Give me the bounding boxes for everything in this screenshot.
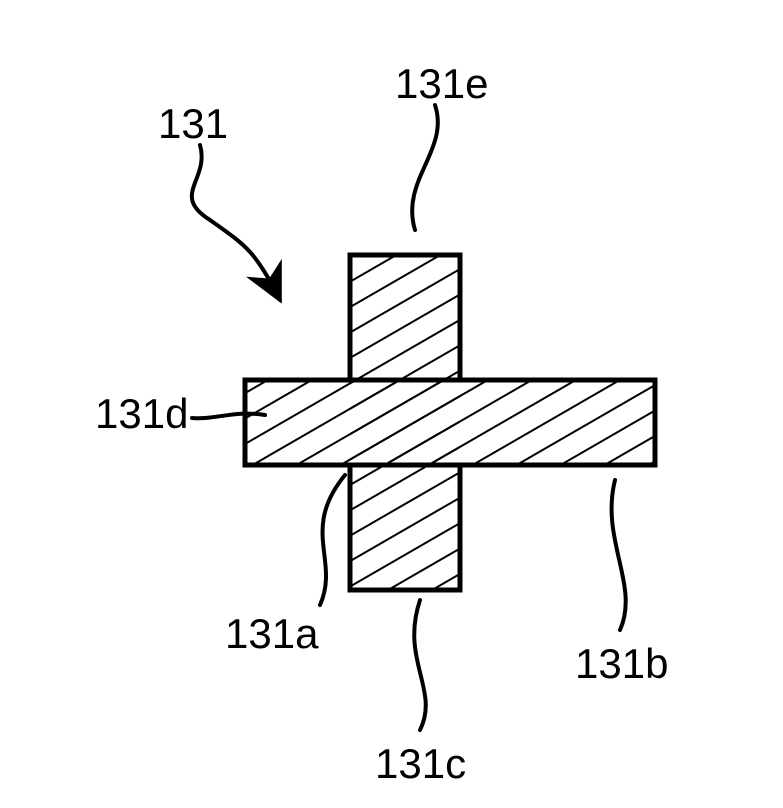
label-131e: 131e <box>395 60 488 108</box>
figure-canvas: 131 131e 131d 131a 131c 131b <box>0 0 783 808</box>
leader-131 <box>192 145 280 300</box>
leader-131a <box>320 475 345 605</box>
label-131b: 131b <box>575 640 668 688</box>
cross-shape <box>245 255 655 590</box>
leader-131e <box>412 105 438 230</box>
label-131: 131 <box>158 100 228 148</box>
label-131d: 131d <box>95 390 188 438</box>
leader-131b <box>612 480 626 630</box>
label-131a: 131a <box>225 610 318 658</box>
leader-131c <box>414 600 426 730</box>
label-131c: 131c <box>375 740 466 788</box>
